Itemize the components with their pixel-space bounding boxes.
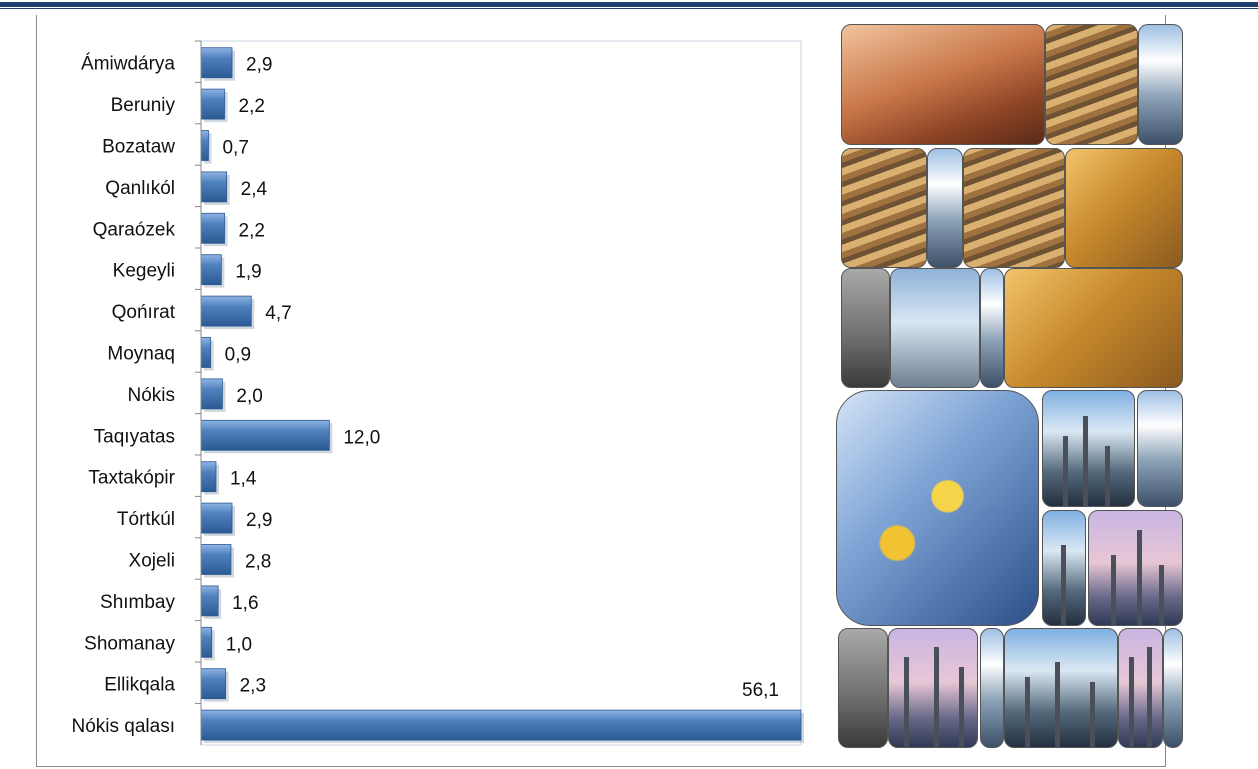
photo-haul-truck [841, 24, 1045, 145]
bar [200, 295, 252, 327]
photo-towers-dusk [888, 628, 978, 748]
bar [200, 47, 233, 79]
value-label: 0,9 [225, 345, 251, 366]
category-label: Moynaq [107, 344, 175, 365]
bar [200, 254, 222, 286]
photo-rig-edge [1163, 628, 1183, 748]
photo-plant-sunset [1088, 510, 1183, 626]
photo-excavator [890, 268, 980, 388]
value-label: 2,2 [239, 220, 265, 241]
category-label: Ellikqala [104, 675, 175, 696]
category-label: Taqıyatas [94, 426, 175, 447]
bar [200, 709, 802, 741]
photo-plant-narrow [1042, 510, 1086, 626]
value-label: 1,6 [232, 593, 258, 614]
photo-rig-slim [980, 628, 1004, 748]
bar [200, 337, 212, 368]
value-label: 2,3 [240, 676, 266, 697]
category-label: Qanlıkól [105, 178, 175, 199]
category-label: Kegeyli [113, 261, 175, 282]
bar [200, 378, 223, 410]
bar [200, 461, 217, 493]
category-label: Tórtkúl [117, 509, 175, 530]
value-label: 2,9 [246, 510, 272, 531]
bar [200, 626, 213, 658]
category-label: Qaraózek [93, 219, 176, 240]
category-label: Shomanay [84, 633, 175, 654]
value-label: 1,0 [226, 634, 252, 655]
value-label: 1,9 [235, 262, 261, 283]
bar [200, 212, 225, 244]
photo-refinery [1042, 390, 1135, 507]
bar [200, 585, 219, 617]
photo-excavation [963, 148, 1065, 268]
value-label: 2,2 [239, 96, 265, 117]
bar [200, 88, 225, 120]
value-label: 1,4 [230, 469, 257, 490]
photo-mine-trucks [1065, 148, 1183, 268]
photo-rig-narrow [927, 148, 963, 268]
photo-open-pit [1045, 24, 1138, 145]
category-label: Xojeli [129, 551, 175, 572]
category-label: Bozataw [102, 137, 175, 158]
plot-area [200, 40, 802, 746]
category-label: Shımbay [100, 592, 175, 613]
bar [200, 130, 209, 161]
photo-quarry [841, 148, 927, 268]
photo-drill-rig [1138, 24, 1183, 145]
photo-rig-tall [1137, 390, 1183, 507]
photo-stacks-narrow [1118, 628, 1163, 748]
bar [200, 544, 232, 575]
value-label: 2,8 [245, 552, 271, 573]
category-label: Nókis qalası [72, 716, 176, 737]
bar [200, 419, 330, 451]
bar [200, 502, 233, 534]
photo-robot-arms [836, 390, 1039, 626]
category-label: Beruniy [111, 95, 176, 116]
value-label: 2,4 [241, 179, 268, 200]
photo-stone [838, 628, 888, 748]
category-label: Taxtakópir [88, 468, 175, 489]
category-label: Qońırat [112, 302, 176, 323]
photo-smokestacks [1004, 628, 1118, 748]
category-label: Nókis [127, 385, 175, 406]
value-label: 2,9 [246, 55, 272, 76]
value-label: 12,0 [343, 427, 380, 448]
header-rule [0, 2, 1258, 7]
category-label: Ámiwdárya [81, 54, 175, 75]
bar [200, 668, 226, 700]
value-label: 4,7 [265, 303, 291, 324]
header-rule-thin [0, 8, 1258, 9]
photo-pit-trucks [1004, 268, 1183, 388]
photo-rig-thin [980, 268, 1004, 388]
value-label: 2,0 [236, 386, 262, 407]
value-label: 56,1 [742, 680, 779, 701]
bar [200, 171, 228, 203]
photo-rock [841, 268, 890, 388]
value-label: 0,7 [222, 138, 248, 159]
